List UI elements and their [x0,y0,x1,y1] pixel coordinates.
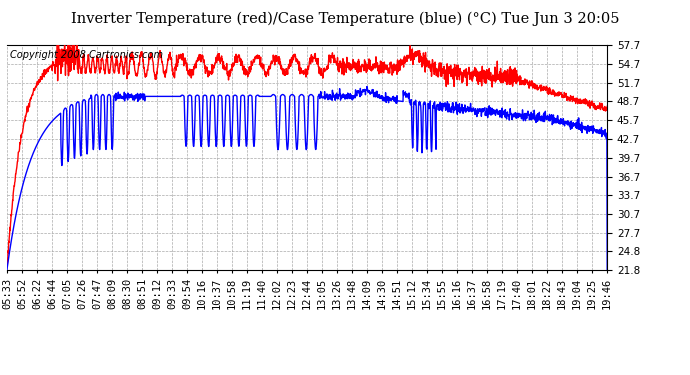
Text: Inverter Temperature (red)/Case Temperature (blue) (°C) Tue Jun 3 20:05: Inverter Temperature (red)/Case Temperat… [71,11,619,26]
Text: Copyright 2008 Cartronics.com: Copyright 2008 Cartronics.com [10,50,163,60]
